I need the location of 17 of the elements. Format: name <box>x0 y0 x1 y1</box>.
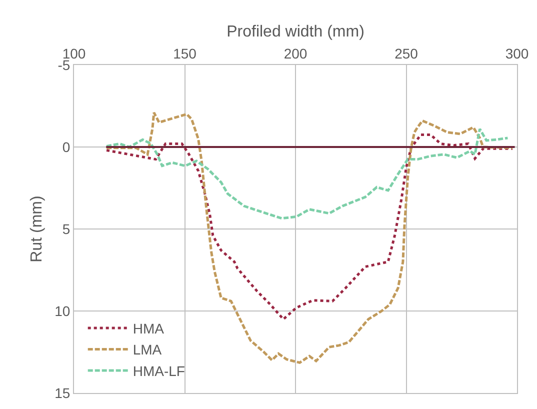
x-tick-label: 150 <box>173 45 197 62</box>
legend-label: HMA <box>132 320 165 336</box>
y-tick-label: 5 <box>62 220 70 237</box>
x-tick-label: 300 <box>505 45 529 62</box>
x-tick-label: 200 <box>284 45 308 62</box>
legend-label: HMA-LF <box>132 362 185 379</box>
y-tick-label: 10 <box>54 302 70 319</box>
line-series <box>105 128 509 220</box>
legend-label: LMA <box>132 342 162 358</box>
line-series <box>105 111 514 364</box>
x-axis-title: Profiled width (mm) <box>226 23 364 40</box>
line-series <box>105 133 514 320</box>
y-tick-label: 15 <box>54 384 70 401</box>
x-tick-label: 250 <box>394 45 418 62</box>
y-axis-title: Rut (mm) <box>28 196 46 262</box>
x-tick-label: 100 <box>62 45 86 62</box>
y-tick-label: 0 <box>62 138 70 155</box>
